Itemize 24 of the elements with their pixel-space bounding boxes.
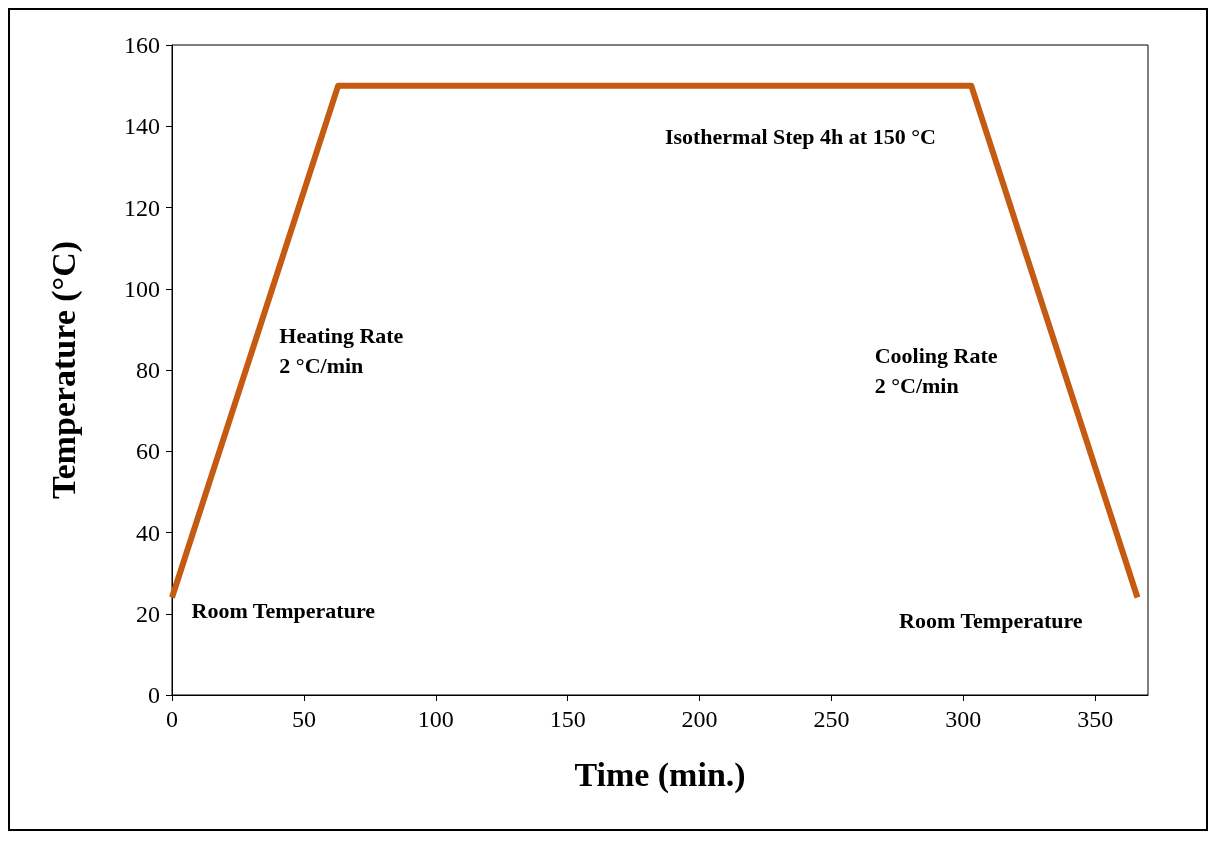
annotation: Isothermal Step 4h at 150 °C bbox=[664, 123, 936, 149]
y-tick-label: 40 bbox=[136, 519, 160, 546]
x-tick-label: 100 bbox=[417, 706, 454, 732]
y-tick-label: 160 bbox=[124, 32, 160, 58]
annotation: Room Temperature bbox=[191, 598, 376, 623]
y-tick-label: 120 bbox=[124, 194, 160, 221]
annotation: Cooling Rate 2 °C/min bbox=[874, 342, 998, 398]
x-tick-label: 350 bbox=[1077, 706, 1114, 732]
x-tick-label: 250 bbox=[813, 706, 850, 732]
x-axis-title: Time (min.) bbox=[574, 755, 746, 794]
y-tick-label: 0 bbox=[148, 682, 160, 708]
y-tick-label: 140 bbox=[124, 113, 160, 140]
annotation: Room Temperature bbox=[899, 607, 1083, 633]
x-tick-label: 0 bbox=[166, 706, 178, 732]
y-tick-label: 60 bbox=[136, 438, 160, 465]
x-tick-label: 150 bbox=[549, 706, 586, 732]
x-tick-label: 50 bbox=[291, 706, 316, 732]
annotation: Heating Rate 2 °C/min bbox=[279, 323, 404, 378]
y-axis-title: Temperature (°C) bbox=[44, 240, 83, 500]
y-tick-label: 20 bbox=[136, 600, 160, 627]
x-tick-label: 300 bbox=[945, 706, 982, 732]
x-tick-label: 200 bbox=[681, 706, 718, 732]
y-tick-label: 100 bbox=[124, 275, 160, 302]
y-tick-label: 80 bbox=[136, 357, 160, 383]
